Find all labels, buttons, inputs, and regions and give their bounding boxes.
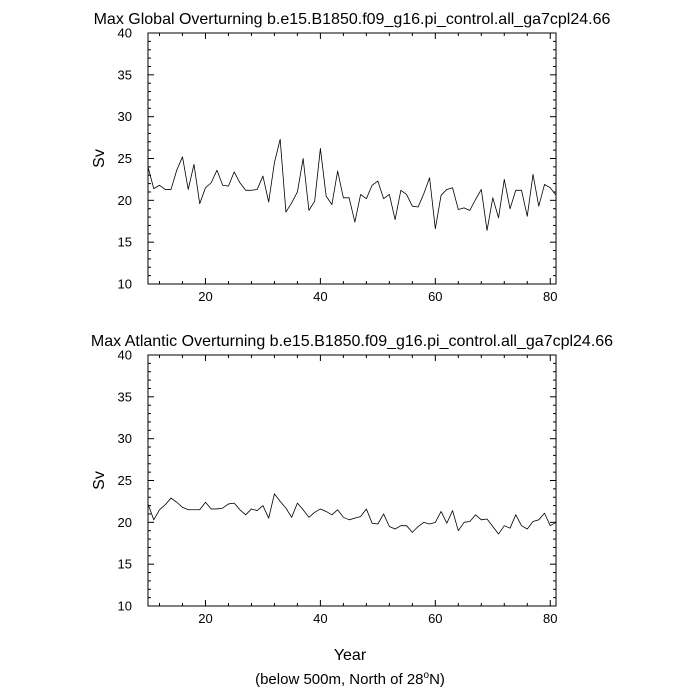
footnote-text: (below 500m, North of 28 xyxy=(255,671,423,688)
y-tick-label: 25 xyxy=(118,151,132,166)
y-tick-label: 10 xyxy=(118,599,132,614)
y-tick-label: 40 xyxy=(118,26,132,41)
x-axis-label: Year xyxy=(334,647,367,664)
x-tick-label: 20 xyxy=(198,611,212,626)
y-tick-label: 40 xyxy=(118,348,132,363)
y-tick-label: 15 xyxy=(118,235,132,250)
y-tick-label: 35 xyxy=(118,67,132,82)
plot-title: Max Global Overturning b.e15.B1850.f09_g… xyxy=(94,11,611,28)
y-tick-label: 20 xyxy=(118,193,132,208)
y-axis-label: Sv xyxy=(91,149,108,168)
x-tick-label: 40 xyxy=(313,289,327,304)
series-line-0 xyxy=(147,138,557,231)
plot-global-overturning: Max Global Overturning b.e15.B1850.f09_g… xyxy=(91,11,611,304)
series-line-0 xyxy=(147,493,557,535)
x-tick-label: 80 xyxy=(543,611,557,626)
y-tick-label: 25 xyxy=(118,473,132,488)
footnote: (below 500m, North of 28oN) xyxy=(255,670,445,688)
y-axis-label: Sv xyxy=(91,471,108,490)
footnote-degree: o xyxy=(424,670,430,681)
x-tick-label: 20 xyxy=(198,289,212,304)
y-tick-label: 15 xyxy=(118,557,132,572)
y-tick-label: 30 xyxy=(118,109,132,124)
plot-frame xyxy=(147,354,557,607)
x-tick-label: 40 xyxy=(313,611,327,626)
y-tick-label: 10 xyxy=(118,277,132,292)
y-tick-label: 35 xyxy=(118,389,132,404)
plot-title: Max Atlantic Overturning b.e15.B1850.f09… xyxy=(91,333,613,350)
plot-atlantic-overturning: Max Atlantic Overturning b.e15.B1850.f09… xyxy=(91,333,613,626)
plot-frame xyxy=(147,32,557,285)
footnote-tail: N) xyxy=(429,671,445,688)
x-tick-label: 60 xyxy=(428,611,442,626)
x-tick-label: 60 xyxy=(428,289,442,304)
y-tick-label: 30 xyxy=(118,431,132,446)
x-tick-label: 80 xyxy=(543,289,557,304)
y-tick-label: 20 xyxy=(118,515,132,530)
